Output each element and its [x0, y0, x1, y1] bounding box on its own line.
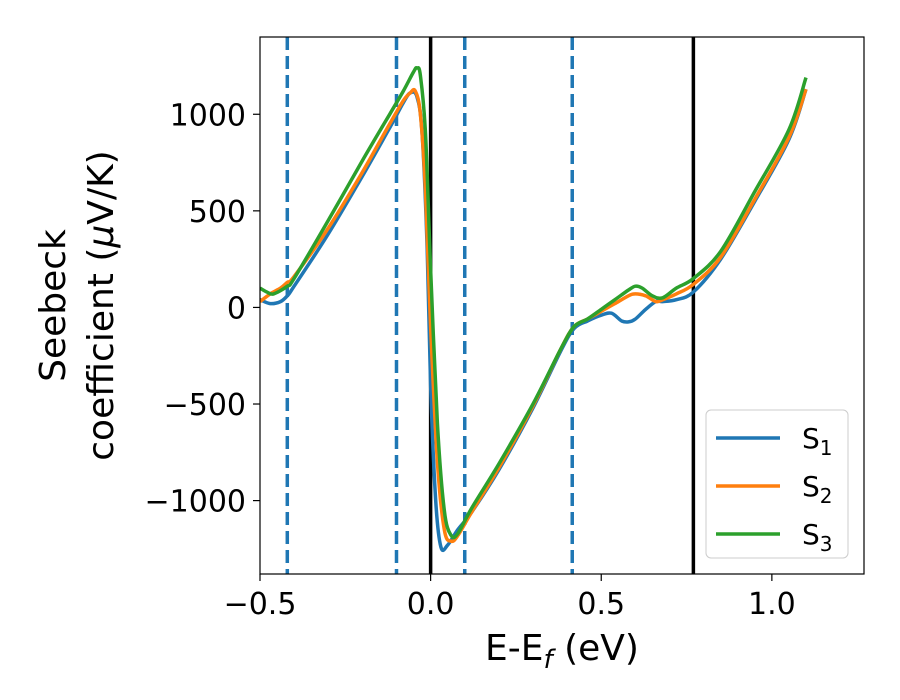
y-axis-title-line1: Seebeck: [33, 229, 74, 382]
x-tick-label: −0.5: [224, 587, 297, 622]
x-axis-title: E-Ef (eV): [485, 628, 639, 675]
x-axis-title-main: E-E: [485, 628, 543, 669]
y-tick-label: −1000: [145, 485, 246, 520]
y-tick-label: 500: [189, 195, 246, 230]
y-tick-label: −500: [164, 388, 246, 423]
y-tick-label: 1000: [170, 98, 246, 133]
axis-ticks: −0.5 0.0 0.5 1.0 −1000 −500 0 500 1000: [145, 98, 796, 622]
legend-label-s3: S3: [802, 518, 833, 556]
legend-box: [705, 409, 849, 559]
y-axis-title-mu: μ: [81, 225, 122, 249]
legend-label-s2: S2: [802, 470, 833, 508]
x-tick-label: 1.0: [748, 587, 796, 622]
legend: S1 S2 S3: [705, 409, 849, 559]
plot-frame: [259, 36, 865, 575]
x-tick-label: 0.0: [407, 587, 455, 622]
y-axis-title-line2: coefficient (μV/K): [81, 150, 122, 460]
legend-label-s1: S1: [802, 422, 833, 460]
series-line-s3: [260, 65, 808, 540]
plot-area: [260, 37, 808, 574]
y-tick-label: 0: [227, 291, 246, 326]
x-tick-label: 0.5: [577, 587, 625, 622]
x-axis-title-suffix: (eV): [553, 628, 639, 669]
